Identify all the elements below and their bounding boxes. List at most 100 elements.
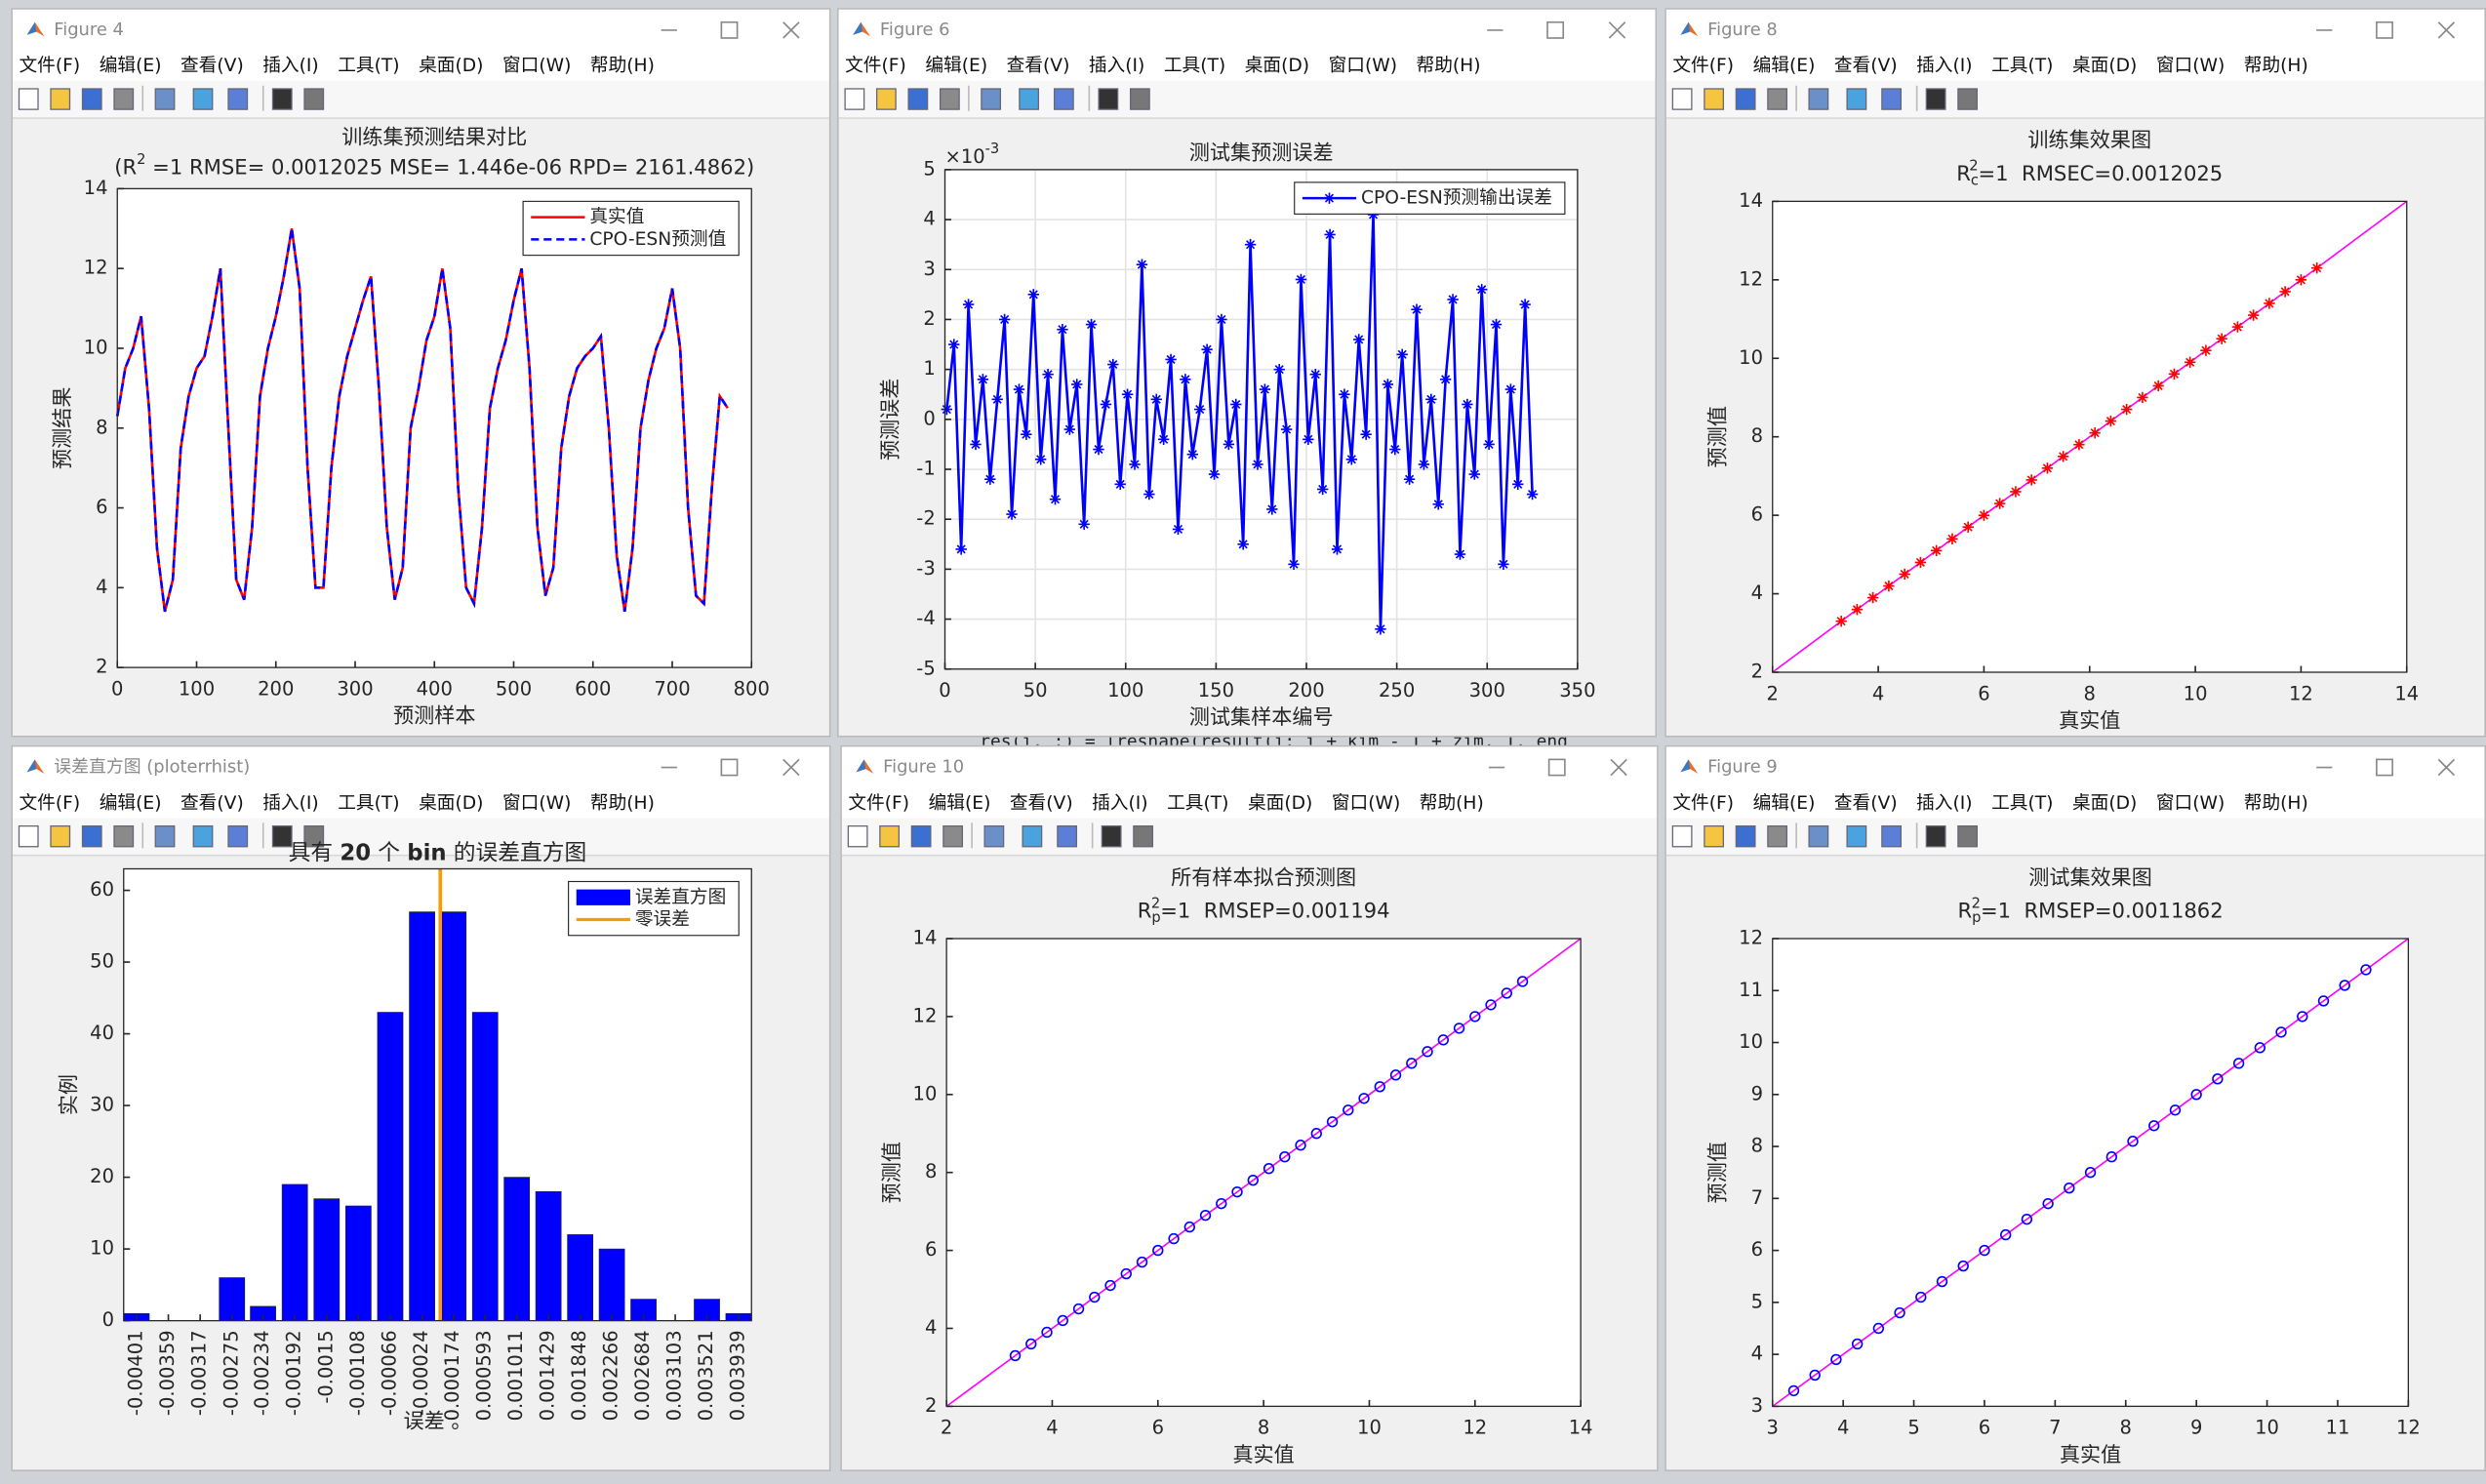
bar: [281, 1183, 308, 1321]
x-tick-label: 12: [1463, 1417, 1487, 1439]
toolbar-icons[interactable]: [842, 819, 1191, 854]
menu-item[interactable]: 桌面(D): [419, 54, 484, 76]
menu-item[interactable]: 窗口(W): [1328, 54, 1398, 76]
menu-item[interactable]: 查看(V): [1006, 54, 1070, 76]
marker: [1136, 1256, 1148, 1268]
menu-item[interactable]: 工具(T): [1991, 790, 2054, 814]
marker: [962, 299, 975, 310]
window-controls[interactable]: [645, 756, 820, 779]
menu-item[interactable]: 编辑(E): [99, 54, 162, 76]
marker: [1439, 374, 1452, 385]
menu-item[interactable]: 编辑(E): [925, 54, 988, 76]
window-controls[interactable]: [645, 20, 820, 42]
marker: [1303, 433, 1314, 445]
menu-item[interactable]: 窗口(W): [1331, 790, 1401, 814]
menu-item[interactable]: 桌面(D): [419, 790, 484, 814]
menu-item[interactable]: 查看(V): [1833, 790, 1898, 814]
menu-item[interactable]: 工具(T): [1163, 54, 1226, 76]
marker: [1316, 483, 1329, 496]
marker: [2231, 321, 2244, 333]
x-tick-label: -0.00024: [410, 1330, 432, 1416]
text-part: R: [1956, 161, 1971, 185]
toolbar-icons[interactable]: [13, 819, 362, 854]
menu-item[interactable]: 查看(V): [180, 790, 244, 814]
axes-box: [123, 867, 752, 1322]
menu-item[interactable]: 插入(I): [1916, 790, 1973, 814]
window-controls[interactable]: [1473, 756, 1648, 779]
y-tick-label: 9: [1751, 1082, 1763, 1104]
menu-item[interactable]: 工具(T): [338, 54, 400, 76]
x-tick-label: 6: [1152, 1417, 1164, 1439]
marker: [1100, 398, 1112, 411]
menu-item[interactable]: 插入(I): [1092, 790, 1148, 814]
menu-item[interactable]: 文件(F): [1672, 54, 1735, 76]
menu-item[interactable]: 查看(V): [1833, 54, 1898, 76]
marker: [1183, 1221, 1195, 1233]
menu-item[interactable]: 工具(T): [1167, 790, 1229, 814]
menu-item[interactable]: 插入(I): [1916, 54, 1973, 76]
menu-item[interactable]: 文件(F): [19, 790, 81, 814]
marker: [1468, 468, 1480, 480]
marker: [2010, 486, 2022, 498]
y-tick-label: 4: [1751, 582, 1763, 604]
menu-item[interactable]: 文件(F): [845, 54, 906, 76]
y-tick-label: 12: [84, 257, 108, 279]
matlab-icon: [856, 759, 874, 774]
menu-item[interactable]: 编辑(E): [1752, 54, 1816, 76]
menu-item[interactable]: 文件(F): [19, 54, 81, 76]
menu-item[interactable]: 帮助(H): [1416, 54, 1481, 76]
menu-item[interactable]: 桌面(D): [2071, 790, 2138, 814]
menu-item[interactable]: 文件(F): [848, 790, 910, 814]
menu-item[interactable]: 查看(V): [180, 54, 244, 76]
toolbar: [13, 818, 829, 857]
menu-item[interactable]: 窗口(W): [2155, 54, 2225, 76]
menu-item[interactable]: 窗口(W): [2155, 790, 2225, 814]
menu-item[interactable]: 帮助(H): [589, 54, 655, 76]
menu-item[interactable]: 编辑(E): [928, 790, 991, 814]
marker: [1483, 438, 1495, 451]
menu-item[interactable]: 工具(T): [338, 790, 400, 814]
x-tick-label: 200: [1288, 679, 1324, 702]
x-tick-label: 500: [496, 677, 532, 700]
menu-item[interactable]: 帮助(H): [2243, 790, 2308, 814]
legend-marker: [1323, 192, 1336, 204]
x-tick-label: 0.003521: [695, 1330, 717, 1421]
window-controls[interactable]: [2301, 20, 2475, 42]
menu-item[interactable]: 桌面(D): [1247, 790, 1313, 814]
window-controls[interactable]: [1471, 20, 1646, 42]
window-controls[interactable]: [2301, 756, 2475, 779]
menu-item[interactable]: 查看(V): [1009, 790, 1073, 814]
menu-item[interactable]: 编辑(E): [1752, 790, 1816, 814]
x-tick-label: 4: [1837, 1417, 1849, 1439]
menu-item[interactable]: 插入(I): [262, 54, 319, 76]
menu-item[interactable]: 窗口(W): [501, 790, 572, 814]
menu-item[interactable]: 桌面(D): [1244, 54, 1310, 76]
menu-item[interactable]: 插入(I): [262, 790, 319, 814]
menu-item[interactable]: 文件(F): [1672, 790, 1735, 814]
toolbar-icons[interactable]: [1666, 819, 2016, 854]
menu-bar: 文件(F) 编辑(E) 查看(V) 插入(I) 工具(T) 桌面(D) 窗口(W) 帮助(H): [841, 786, 1658, 819]
menu-item[interactable]: 帮助(H): [589, 790, 655, 814]
text-part: =1 RMSE= 0.0012025 MSE= 1.446e-06 RPD= 2…: [145, 154, 754, 179]
menu-item[interactable]: 编辑(E): [99, 790, 162, 814]
y-tick-label: 8: [1751, 424, 1763, 447]
menu-item[interactable]: 插入(I): [1088, 54, 1145, 76]
menu-item[interactable]: 帮助(H): [2243, 54, 2308, 76]
reference-line: [1772, 938, 2409, 1408]
toolbar-icons[interactable]: [13, 81, 362, 116]
marker: [2148, 1120, 2160, 1132]
toolbar-icons[interactable]: [839, 81, 1188, 116]
menu-item[interactable]: 工具(T): [1991, 54, 2054, 76]
x-tick-label: 4: [1872, 682, 1884, 704]
marker: [2168, 368, 2181, 381]
chart-subtitle: Rp2=1 RMSEP=0.0011862: [1957, 895, 2223, 926]
marker: [2025, 474, 2037, 486]
marker: [1432, 499, 1444, 510]
marker: [2232, 1058, 2245, 1069]
x-tick-label: 7: [2049, 1417, 2061, 1439]
menu-item[interactable]: 桌面(D): [2071, 54, 2138, 76]
marker: [1180, 374, 1191, 385]
toolbar-icons[interactable]: [1666, 81, 2016, 116]
menu-item[interactable]: 帮助(H): [1419, 790, 1484, 814]
menu-item[interactable]: 窗口(W): [501, 54, 572, 76]
